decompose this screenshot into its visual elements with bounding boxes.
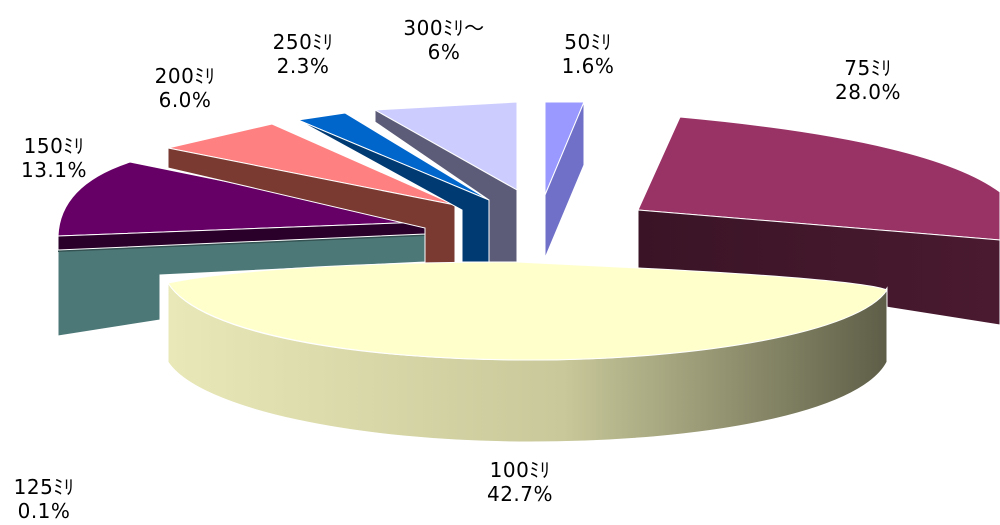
- slice-75-side: [637, 209, 1000, 326]
- label-125: 125ﾐﾘ 0.1%: [4, 475, 84, 523]
- label-100-percent: 42.7%: [486, 482, 554, 506]
- label-150: 150ﾐﾘ 13.1%: [14, 134, 94, 182]
- label-125-category: 125ﾐﾘ: [13, 475, 75, 499]
- label-200: 200ﾐﾘ 6.0%: [140, 64, 230, 112]
- label-75-category: 75ﾐﾘ: [844, 56, 892, 80]
- label-200-percent: 6.0%: [158, 88, 212, 112]
- label-100-category: 100ﾐﾘ: [489, 458, 551, 482]
- slice-75-top: [637, 116, 1000, 241]
- slice-100: [167, 261, 888, 443]
- label-125-percent: 0.1%: [17, 499, 71, 523]
- label-50: 50ﾐﾘ 1.6%: [548, 30, 628, 78]
- slice-50-side: [544, 101, 585, 259]
- slice-50: [544, 101, 585, 259]
- label-300-percent: 6%: [427, 40, 461, 64]
- slice-150: [57, 161, 426, 251]
- label-75: 75ﾐﾘ 28.0%: [818, 56, 918, 104]
- label-300-category: 300ﾐﾘ〜: [403, 16, 485, 40]
- label-150-percent: 13.1%: [20, 158, 88, 182]
- slice-75: [637, 116, 1000, 326]
- label-100: 100ﾐﾘ 42.7%: [470, 458, 570, 506]
- slice-150-top: [57, 161, 426, 237]
- label-50-category: 50ﾐﾘ: [564, 30, 612, 54]
- slice-100-top: [167, 261, 888, 361]
- label-200-category: 200ﾐﾘ: [154, 64, 216, 88]
- label-250: 250ﾐﾘ 2.3%: [258, 30, 348, 78]
- label-150-category: 150ﾐﾘ: [23, 134, 85, 158]
- label-250-percent: 2.3%: [276, 54, 330, 78]
- label-250-category: 250ﾐﾘ: [272, 30, 334, 54]
- label-300: 300ﾐﾘ〜 6%: [384, 16, 504, 64]
- label-50-percent: 1.6%: [561, 54, 615, 78]
- label-75-percent: 28.0%: [834, 80, 902, 104]
